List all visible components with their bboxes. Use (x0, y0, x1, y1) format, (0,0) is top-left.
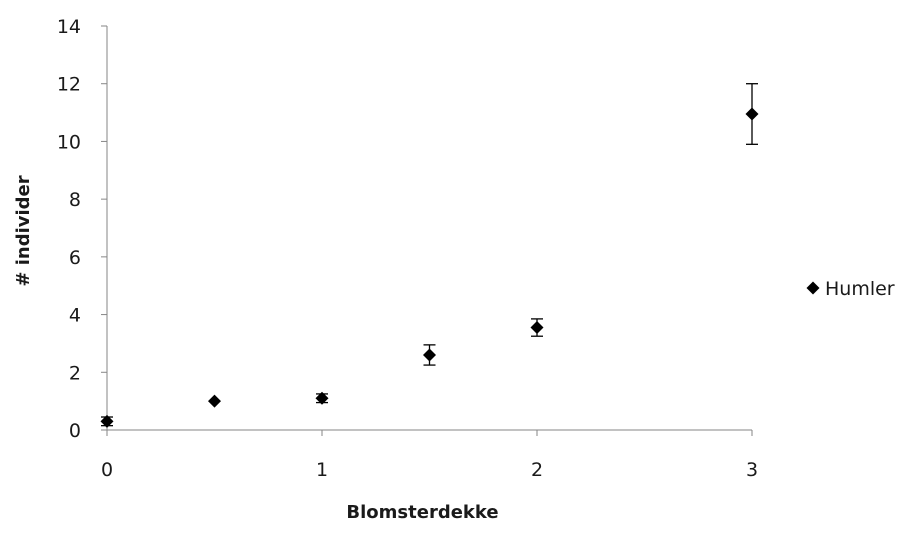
legend: Humler (806, 278, 895, 300)
y-tick-label: 12 (57, 74, 81, 96)
diamond-marker (208, 394, 221, 408)
diamond-marker (423, 348, 436, 362)
x-tick-label: 0 (101, 459, 113, 481)
axes (106, 26, 752, 431)
legend-marker-diamond (806, 281, 820, 295)
y-tick-label: 2 (69, 362, 81, 384)
y-tick-label: 14 (57, 16, 81, 38)
y-axis-ticks: 0 2 4 6 8 10 12 14 (57, 16, 107, 442)
data-point (315, 391, 329, 405)
diamond-marker (100, 414, 114, 428)
data-point (745, 83, 759, 145)
y-tick-label: 10 (57, 131, 81, 153)
data-point (100, 414, 114, 428)
legend-label: Humler (825, 278, 895, 300)
y-tick-label: 6 (69, 247, 81, 269)
x-axis-ticks: 0 1 2 3 (101, 430, 758, 481)
diamond-marker (315, 391, 329, 405)
y-tick-label: 4 (69, 305, 81, 327)
x-tick-label: 3 (746, 459, 758, 481)
data-point (423, 344, 436, 366)
y-tick-label: 8 (69, 189, 81, 211)
data-point (208, 394, 221, 408)
x-tick-label: 2 (531, 459, 543, 481)
y-tick-label: 0 (69, 420, 81, 442)
data-point (530, 318, 544, 337)
x-axis-title: Blomsterdekke (346, 502, 498, 523)
data-points (100, 83, 759, 428)
diamond-marker (745, 107, 759, 121)
diamond-marker (530, 321, 544, 335)
y-axis-title: # individer (13, 175, 34, 286)
x-tick-label: 1 (316, 459, 328, 481)
